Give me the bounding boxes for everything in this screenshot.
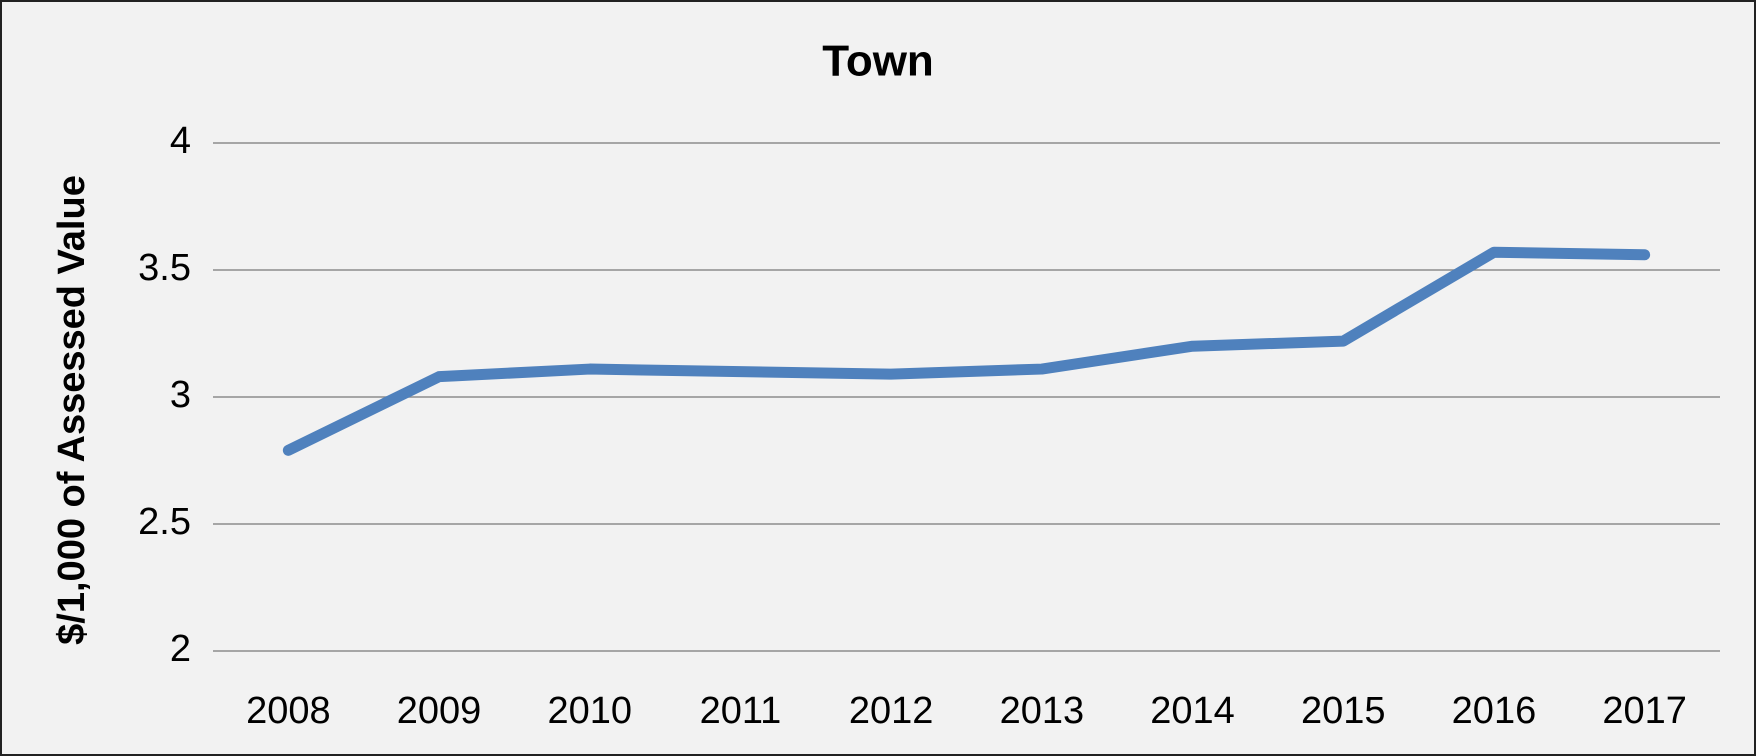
x-tick-label: 2014: [1150, 690, 1235, 732]
y-tick-label: 3: [170, 374, 191, 416]
x-tick-label: 2010: [547, 690, 632, 732]
data-line: [282, 246, 1651, 456]
y-tick-label: 3.5: [138, 247, 191, 289]
x-tick-label: 2012: [849, 690, 934, 732]
y-tick-label: 2.5: [138, 501, 191, 543]
chart-title: Town: [822, 37, 934, 86]
x-tick-label: 2017: [1602, 690, 1687, 732]
x-tick-label: 2011: [700, 690, 782, 732]
x-tick-label: 2013: [1000, 690, 1085, 732]
y-tick-label: 4: [170, 120, 191, 162]
x-tick-label: 2009: [397, 690, 482, 732]
x-tick-label: 2016: [1452, 690, 1537, 732]
y-axis-title: $/1,000 of Assessed Value: [51, 175, 93, 645]
x-tick-label: 2015: [1301, 690, 1386, 732]
y-tick-label: 2: [170, 628, 191, 670]
x-tick-label: 2008: [246, 690, 331, 732]
